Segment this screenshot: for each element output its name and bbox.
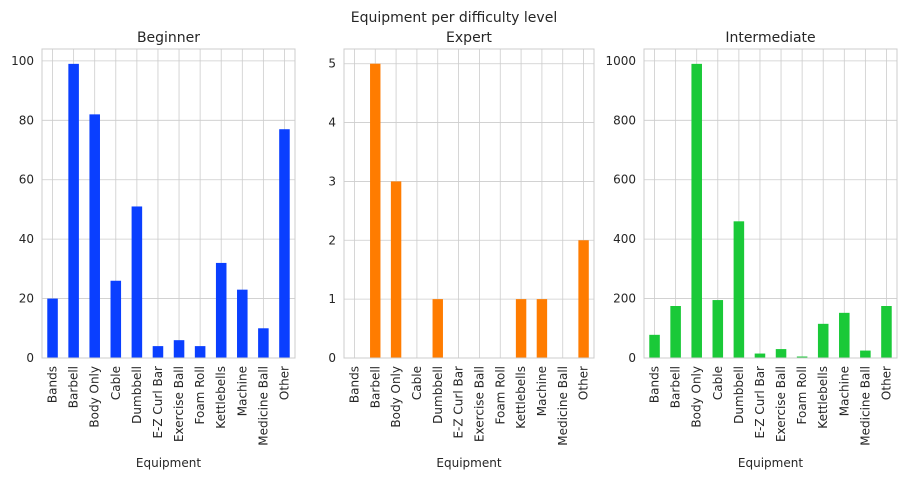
x-tick-label: Body Only [88, 366, 102, 428]
bar-kettlebells [215, 262, 227, 358]
bar-kettlebells [817, 323, 829, 358]
x-axis-label: Equipment [136, 456, 201, 470]
x-tick-label: Machine [837, 366, 851, 416]
bar-other [578, 240, 589, 358]
bar-exercise-ball [775, 349, 787, 358]
y-tick-label: 1 [328, 292, 336, 306]
bar-kettlebells [515, 299, 527, 358]
x-tick-label: Exercise Ball [774, 366, 788, 442]
x-tick-label: Body Only [389, 366, 403, 428]
x-tick-label: Other [879, 366, 893, 400]
x-tick-label: Barbell [67, 366, 81, 408]
y-tick-label: 4 [328, 116, 336, 130]
y-tick-label: 0 [628, 351, 636, 365]
bar-body-only [390, 181, 402, 358]
x-tick-label: Bands [648, 366, 662, 403]
x-tick-label: Dumbbell [130, 366, 144, 424]
subplot-title: Intermediate [725, 30, 815, 46]
subplot-expert: 0 1 2 3 4 5 Bands Barbell Body Only Cable Dumbbell… [328, 30, 595, 470]
plot-frame [41, 48, 296, 359]
y-tick-label: 80 [19, 113, 34, 127]
x-tick-label: Medicine Ball [556, 366, 570, 446]
x-tick-label: Cable [711, 366, 725, 400]
x-tick-label: Bands [347, 366, 361, 403]
bar-medicine-ball [860, 350, 871, 358]
x-tick-label: Bands [46, 366, 60, 403]
bar-exercise-ball [173, 340, 185, 358]
bar-dumbbell [432, 299, 443, 358]
bar-body-only [691, 63, 702, 358]
x-tick-label: Dumbbell [431, 366, 445, 424]
figure-title: Equipment per difficulty level [351, 10, 557, 26]
subplot-intermediate: 0 200 400 600 800 1000 Bands Barbell Body Only Ca… [605, 30, 898, 470]
x-tick-label: Foam Roll [795, 366, 809, 424]
bar-foam-roll [194, 346, 206, 358]
x-tick-label: Foam Roll [193, 366, 207, 424]
x-tick-label: Body Only [690, 366, 704, 428]
x-tick-label: Dumbbell [732, 366, 746, 424]
x-tick-label: Exercise Ball [472, 366, 486, 442]
y-tick-label: 20 [19, 292, 34, 306]
bar-cable [712, 300, 724, 358]
y-tick-label: 800 [613, 113, 636, 127]
plot-frame [643, 48, 898, 359]
bar-barbell [370, 63, 381, 358]
x-tick-label: Cable [109, 366, 123, 400]
x-tick-label: Barbell [669, 366, 683, 408]
y-tick-label: 40 [19, 232, 34, 246]
subplot-beginner: 0 20 40 60 80 100 Bands Barbell Body Only Cable Du… [11, 30, 296, 470]
bar-dumbbell [733, 221, 745, 358]
x-tick-label: Kettlebells [214, 366, 228, 429]
bar-other [279, 129, 290, 358]
bar-machine [536, 299, 548, 358]
x-axis-label: Equipment [436, 456, 501, 470]
x-tick-label: E-Z Curl Bar [452, 366, 466, 439]
x-tick-label: Machine [235, 366, 249, 416]
y-tick-label: 3 [328, 174, 336, 188]
x-axis-label: Equipment [738, 456, 803, 470]
bar-machine [839, 312, 850, 358]
bar-body-only [89, 114, 100, 358]
y-tick-label: 0 [328, 351, 336, 365]
y-tick-label: 400 [613, 232, 636, 246]
bar-foam-roll [796, 356, 808, 358]
x-tick-label: Exercise Ball [172, 366, 186, 442]
x-tick-label: E-Z Curl Bar [151, 366, 165, 439]
bar-e-z-curl-bar [754, 353, 766, 358]
x-tick-label: Foam Roll [493, 366, 507, 424]
x-tick-label: Machine [535, 366, 549, 416]
bar-bands [649, 334, 660, 358]
bar-barbell [670, 306, 681, 358]
x-tick-label: Medicine Ball [256, 366, 270, 446]
plot-frame [343, 48, 595, 359]
bar-cable [110, 280, 122, 358]
x-tick-label: Other [577, 366, 591, 400]
x-tick-label: Barbell [368, 366, 382, 408]
bar-dumbbell [131, 206, 143, 358]
y-tick-label: 5 [328, 57, 336, 71]
x-tick-label: Kettlebells [816, 366, 830, 429]
y-tick-label: 60 [19, 173, 34, 187]
y-tick-label: 0 [26, 351, 34, 365]
bar-other [881, 306, 892, 358]
bar-machine [237, 289, 248, 358]
y-tick-label: 600 [613, 173, 636, 187]
bar-barbell [68, 63, 79, 358]
x-tick-label: Cable [410, 366, 424, 400]
y-tick-label: 2 [328, 233, 336, 247]
subplot-title: Expert [446, 30, 492, 46]
y-tick-label: 100 [11, 54, 34, 68]
bar-medicine-ball [258, 328, 269, 358]
y-tick-label: 1000 [605, 54, 636, 68]
bar-bands [47, 298, 58, 358]
x-tick-label: E-Z Curl Bar [753, 366, 767, 439]
x-tick-label: Other [277, 366, 291, 400]
x-tick-label: Medicine Ball [858, 366, 872, 446]
x-tick-label: Kettlebells [514, 366, 528, 429]
y-tick-label: 200 [613, 292, 636, 306]
bar-e-z-curl-bar [152, 346, 164, 358]
subplot-title: Beginner [137, 30, 200, 46]
